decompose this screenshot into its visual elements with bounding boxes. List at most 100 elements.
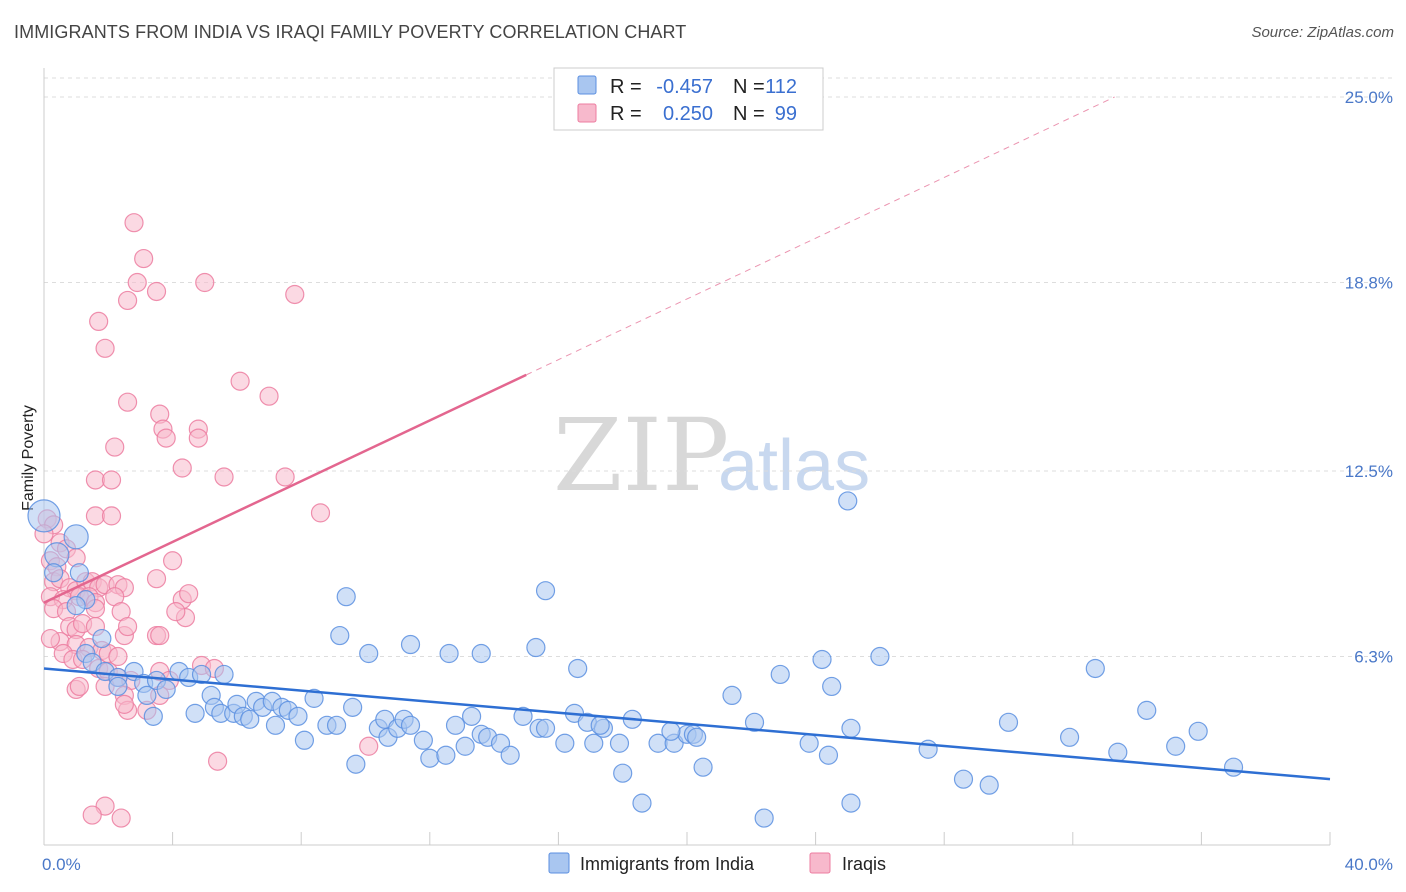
india-trend-line xyxy=(43,667,1331,781)
iraqis-point-21 xyxy=(85,470,106,490)
iraqis-point-85 xyxy=(69,676,89,697)
india-point-42 xyxy=(343,697,363,717)
india-point-88 xyxy=(953,769,974,789)
iraqis-point-17 xyxy=(105,437,125,457)
y-tick-label-1: 12.5% xyxy=(1345,462,1393,481)
iraqis-point-92 xyxy=(208,751,228,771)
india-point-15 xyxy=(137,685,157,706)
india-point-66 xyxy=(584,733,604,753)
india-point-13 xyxy=(108,676,128,697)
iraqis-point-23 xyxy=(310,503,331,523)
iraqis-point-7 xyxy=(89,311,109,331)
india-point-95 xyxy=(1166,736,1186,756)
india-point-82 xyxy=(822,676,842,697)
iraqis-point-95 xyxy=(111,808,131,828)
india-point-41 xyxy=(326,715,347,735)
india-point-43 xyxy=(346,754,366,774)
trend-lines xyxy=(43,96,1331,781)
india-point-106 xyxy=(526,637,546,658)
stats-legend-box xyxy=(553,67,824,131)
india-point-69 xyxy=(613,763,633,783)
iraqis-point-64 xyxy=(117,616,138,637)
india-point-2 xyxy=(44,542,70,568)
legend-r-label-blue: R = xyxy=(610,76,642,98)
legend-n-value-pink: 99 xyxy=(775,103,797,125)
india-point-111 xyxy=(687,727,707,747)
source-credit: Source: ZipAtlas.com xyxy=(1251,24,1394,41)
india-point-22 xyxy=(143,706,163,726)
iraqis-point-10 xyxy=(259,386,279,406)
india-point-39 xyxy=(304,688,324,708)
india-point-79 xyxy=(770,664,790,685)
legend-n-value-blue: 112 xyxy=(765,76,797,98)
x-tick-label-1: 40.0% xyxy=(1345,855,1393,874)
iraqis-points xyxy=(34,213,379,828)
india-point-3 xyxy=(44,563,64,583)
iraqis-point-98 xyxy=(166,602,186,622)
x-tick-labels: 0.0% 40.0% xyxy=(42,855,1393,874)
india-point-75 xyxy=(693,757,713,777)
iraqis-point-24 xyxy=(85,506,106,526)
india-point-37 xyxy=(288,706,308,726)
iraqis-point-0 xyxy=(124,213,144,233)
iraqis-point-4 xyxy=(146,281,167,302)
iraqis-point-1 xyxy=(134,248,154,269)
india-point-53 xyxy=(445,715,466,735)
iraqis-point-3 xyxy=(195,272,215,293)
india-points xyxy=(27,491,1244,828)
india-point-86 xyxy=(870,646,890,667)
iraqis-point-19 xyxy=(214,467,234,487)
india-point-110 xyxy=(661,721,681,741)
india-point-91 xyxy=(1059,727,1080,747)
india-point-76 xyxy=(722,685,742,706)
india-point-52 xyxy=(436,745,456,765)
y-tick-labels: 6.3% 12.5% 18.8% 25.0% xyxy=(1345,88,1393,667)
india-point-89 xyxy=(979,775,999,795)
iraqis-point-45 xyxy=(163,551,183,571)
india-point-30 xyxy=(240,709,260,729)
india-point-78 xyxy=(754,808,774,828)
legend-n-label-pink: N = xyxy=(733,103,765,125)
x-tick-label-0: 0.0% xyxy=(42,855,81,874)
india-point-84 xyxy=(841,718,861,738)
india-point-100 xyxy=(838,491,858,511)
series-legend-label-india: Immigrants from India xyxy=(580,854,755,874)
legend-n-label-blue: N = xyxy=(733,76,765,98)
india-point-20 xyxy=(191,664,212,685)
india-point-63 xyxy=(555,733,575,753)
india-point-81 xyxy=(812,649,832,670)
iraqis-point-22 xyxy=(101,470,122,490)
india-point-38 xyxy=(294,730,315,750)
iraqis-point-9 xyxy=(230,371,250,391)
iraqis-point-5 xyxy=(285,284,305,305)
india-point-92 xyxy=(1085,658,1105,679)
iraqis-point-16 xyxy=(156,428,176,448)
y-tick-label-0: 6.3% xyxy=(1354,648,1393,667)
legend-r-label-pink: R = xyxy=(610,103,642,125)
india-point-1 xyxy=(63,524,89,550)
india-point-60 xyxy=(513,706,533,726)
series-legend: Immigrants from India Iraqis xyxy=(548,852,886,874)
india-point-34 xyxy=(265,715,286,735)
india-point-93 xyxy=(1108,742,1128,762)
watermark-zip: ZIP xyxy=(553,397,729,514)
series-legend-swatch-india xyxy=(548,852,570,874)
india-point-23 xyxy=(185,703,205,723)
india-point-96 xyxy=(1188,721,1208,741)
legend-swatch-blue xyxy=(577,75,597,95)
iraqis-point-44 xyxy=(146,569,167,589)
iraqis-point-90 xyxy=(114,694,134,714)
india-point-99 xyxy=(535,581,556,601)
india-point-85 xyxy=(841,793,861,813)
india-point-6 xyxy=(66,596,86,616)
iraqis-point-25 xyxy=(101,506,122,526)
india-point-4 xyxy=(69,563,89,583)
iraqis-point-18 xyxy=(172,458,192,478)
india-point-54 xyxy=(455,736,475,756)
y-axis-label: Family Poverty xyxy=(20,405,37,511)
legend-r-value-blue: -0.457 xyxy=(656,76,713,98)
india-point-70 xyxy=(632,793,652,813)
stats-legend: R = -0.457 N = 112 R = 0.250 N = 99 xyxy=(553,67,824,131)
chart-title: IMMIGRANTS FROM INDIA VS IRAQI FAMILY PO… xyxy=(14,22,687,42)
y-tick-label-3: 25.0% xyxy=(1345,88,1393,107)
